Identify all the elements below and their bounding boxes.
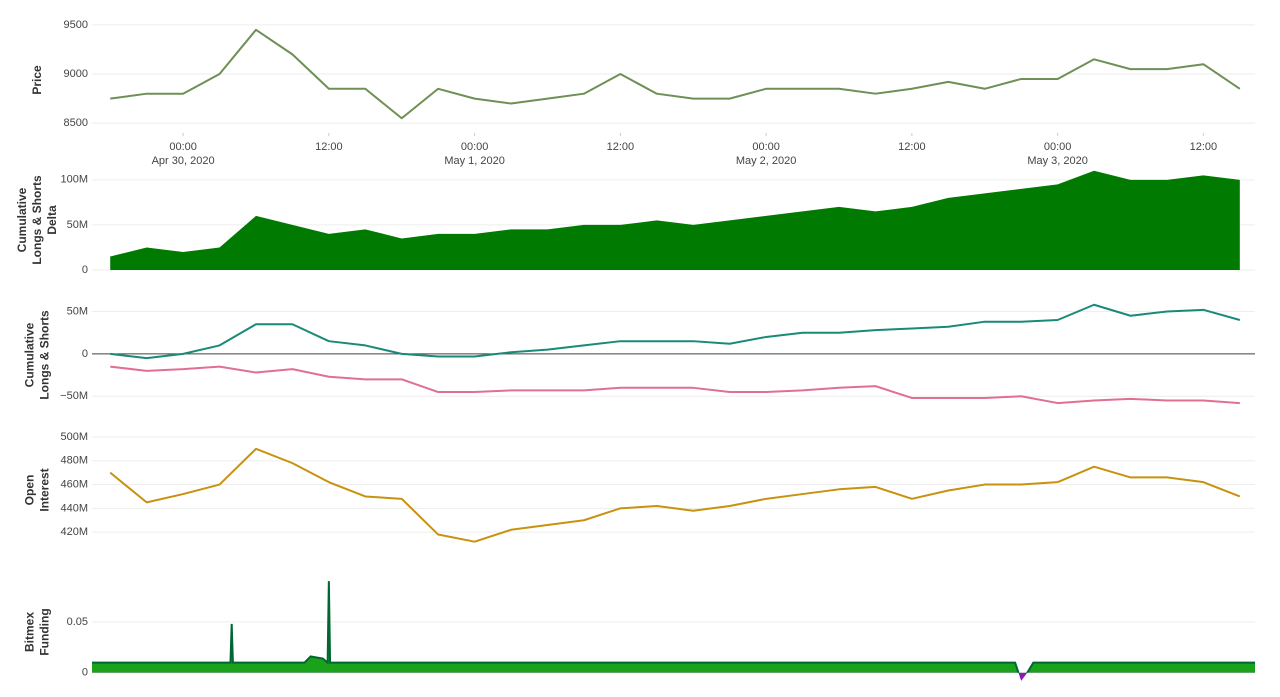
line (110, 365, 1240, 405)
y-axis-title: Price (30, 65, 44, 95)
y-axis-title: BitmexFunding (23, 608, 52, 655)
y-axis-title-line: Longs & Shorts (38, 310, 52, 400)
x-tick-label: Apr 30, 2020 (152, 155, 215, 167)
y-tick-label: 50M (67, 305, 88, 317)
x-tick-label: May 2, 2020 (736, 155, 797, 167)
y-tick-label: 500M (60, 431, 88, 443)
x-tick-label: 12:00 (315, 141, 343, 153)
line (109, 447, 1241, 543)
line (110, 28, 1241, 120)
y-tick-label: 50M (67, 219, 88, 231)
y-tick-label: 0 (82, 667, 88, 679)
y-tick-label: 100M (60, 174, 88, 186)
y-tick-label: −50M (60, 390, 88, 402)
x-tick-label: 00:00 (1044, 141, 1072, 153)
y-tick-label: 8500 (64, 117, 88, 129)
y-axis-title-line: Delta (45, 205, 59, 235)
y-axis-title-line: Price (30, 65, 44, 95)
y-tick-label: 480M (60, 455, 88, 467)
y-tick-label: 9000 (64, 68, 88, 80)
y-tick-label: 0 (82, 348, 88, 360)
y-axis-title-line: Cumulative (15, 187, 29, 252)
area-edge (92, 581, 1255, 673)
x-tick-label: 12:00 (898, 141, 926, 153)
y-axis-title: CumulativeLongs & Shorts (23, 310, 52, 400)
y-axis-title-line: Funding (38, 608, 52, 655)
line (110, 303, 1241, 360)
x-tick-label: 00:00 (461, 141, 489, 153)
x-tick-label: May 1, 2020 (444, 155, 505, 167)
y-axis-title-line: Bitmex (23, 612, 37, 652)
y-tick-label: 0 (82, 264, 88, 276)
y-axis-title-line: Longs & Shorts (30, 175, 44, 265)
x-tick-label: 12:00 (1190, 141, 1218, 153)
x-tick-label: May 3, 2020 (1027, 155, 1088, 167)
y-axis-title-line: Interest (38, 468, 52, 511)
y-tick-label: 9500 (64, 19, 88, 31)
area-negative (92, 672, 1255, 681)
y-axis-title-line: Cumulative (23, 322, 37, 387)
y-tick-label: 0.05 (67, 616, 88, 628)
y-tick-label: 440M (60, 502, 88, 514)
y-tick-label: 420M (60, 526, 88, 538)
x-tick-label: 00:00 (752, 141, 780, 153)
x-tick-label: 12:00 (607, 141, 635, 153)
y-axis-title-line: Open (23, 475, 37, 506)
y-tick-label: 460M (60, 478, 88, 490)
x-tick-label: 00:00 (169, 141, 197, 153)
y-axis-title: CumulativeLongs & ShortsDelta (15, 175, 59, 265)
area (110, 170, 1240, 270)
y-axis-title: OpenInterest (23, 468, 52, 511)
area (92, 581, 1255, 673)
